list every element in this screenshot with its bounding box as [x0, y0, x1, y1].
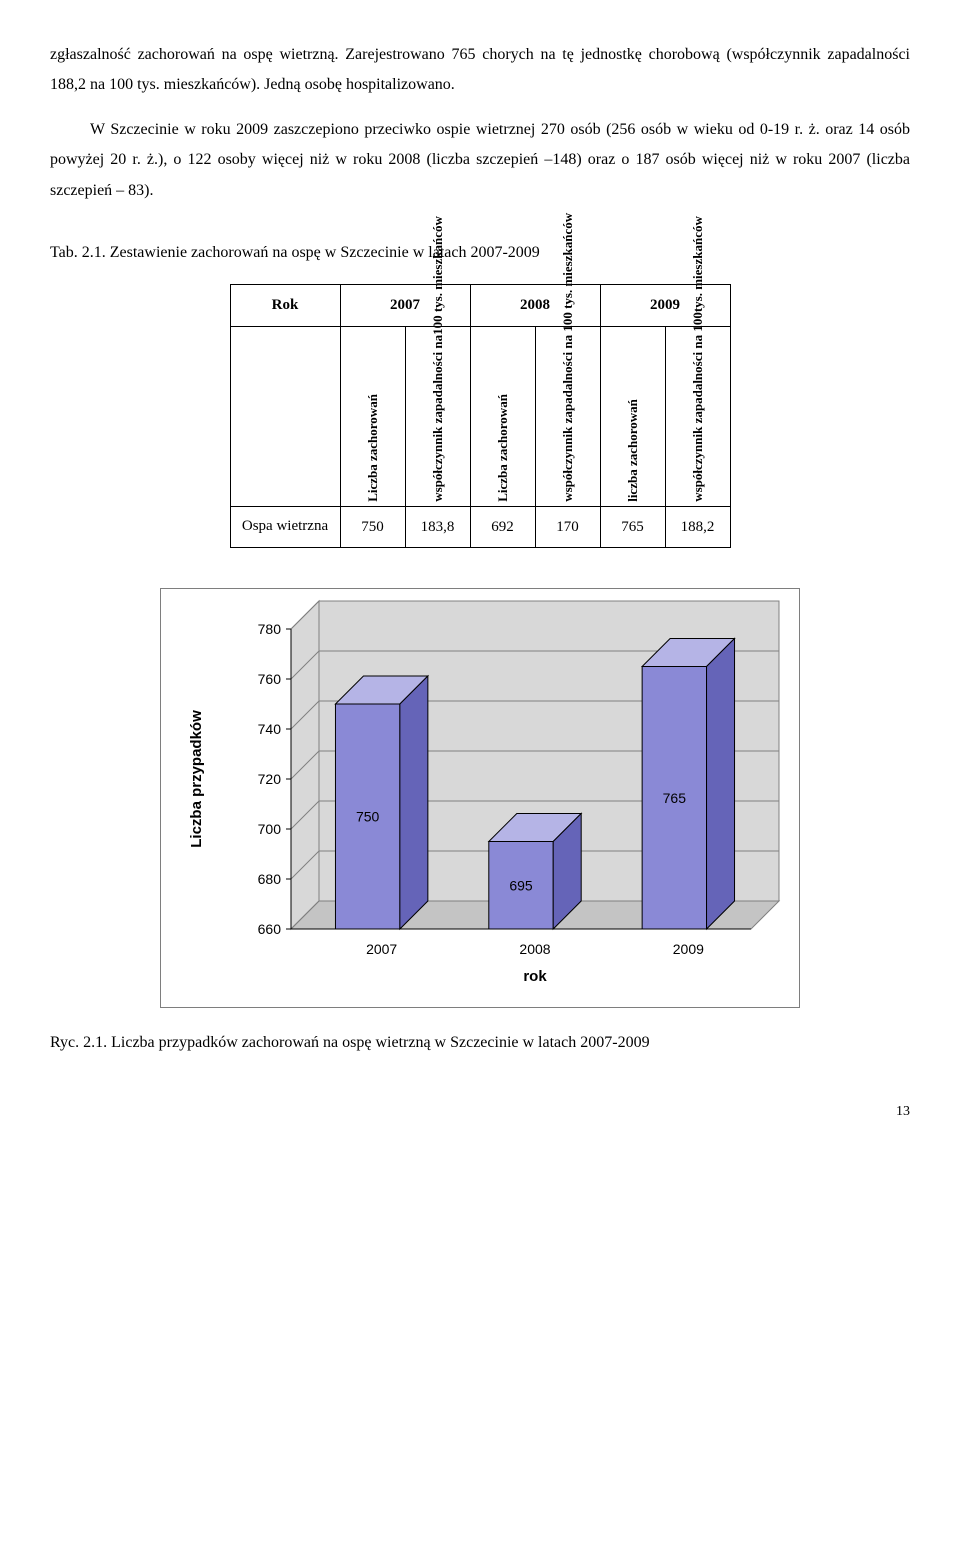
table-empty-cell	[230, 326, 340, 506]
table-cell: 692	[470, 506, 535, 548]
bar-chart: 660 680 700 720 740 760 780 Liczba przypadków 75…	[160, 588, 800, 1008]
svg-text:rok: rok	[523, 968, 547, 985]
svg-text:2007: 2007	[366, 941, 397, 957]
table-year-2009: 2009	[600, 285, 730, 327]
table-subheader: współczynnik zapadalności na100 tys. mie…	[405, 326, 470, 506]
svg-text:765: 765	[663, 790, 687, 806]
svg-text:700: 700	[258, 821, 282, 837]
table-caption: Tab. 2.1. Zestawienie zachorowań na ospę…	[50, 238, 910, 268]
table-cell: 750	[340, 506, 405, 548]
svg-text:2008: 2008	[519, 941, 550, 957]
table-cell: 183,8	[405, 506, 470, 548]
table-subheader: Liczba zachorowań	[470, 326, 535, 506]
table-subheader: liczba zachorowań	[600, 326, 665, 506]
table-year-2007: 2007	[340, 285, 470, 327]
table-cell: 188,2	[665, 506, 730, 548]
table-row-label: Ospa wietrzna	[230, 506, 340, 548]
chart-svg: 660 680 700 720 740 760 780 Liczba przypadków 75…	[161, 589, 801, 1009]
table-subheader: Liczba zachorowań	[340, 326, 405, 506]
svg-text:760: 760	[258, 671, 282, 687]
paragraph-1: zgłaszalność zachorowań na ospę wietrzną…	[50, 40, 910, 101]
table-year-2008: 2008	[470, 285, 600, 327]
table-cell: 765	[600, 506, 665, 548]
figure-caption: Ryc. 2.1. Liczba przypadków zachorowań n…	[50, 1028, 910, 1058]
svg-text:680: 680	[258, 871, 282, 887]
data-table: Rok 2007 2008 2009 Liczba zachorowań wsp…	[230, 284, 731, 548]
svg-text:750: 750	[356, 809, 380, 825]
svg-text:660: 660	[258, 921, 282, 937]
svg-text:720: 720	[258, 771, 282, 787]
paragraph-2: W Szczecinie w roku 2009 zaszczepiono pr…	[50, 115, 910, 206]
table-subheader: współczynnik zapadalności na 100tys. mie…	[665, 326, 730, 506]
svg-text:740: 740	[258, 721, 282, 737]
table-subheader: współczynnik zapadalności na 100 tys. mi…	[535, 326, 600, 506]
svg-text:695: 695	[509, 878, 533, 894]
page-number: 13	[50, 1099, 910, 1126]
table-rok-label: Rok	[230, 285, 340, 327]
svg-text:2009: 2009	[673, 941, 704, 957]
table-cell: 170	[535, 506, 600, 548]
svg-text:780: 780	[258, 621, 282, 637]
svg-text:Liczba przypadków: Liczba przypadków	[188, 710, 205, 848]
